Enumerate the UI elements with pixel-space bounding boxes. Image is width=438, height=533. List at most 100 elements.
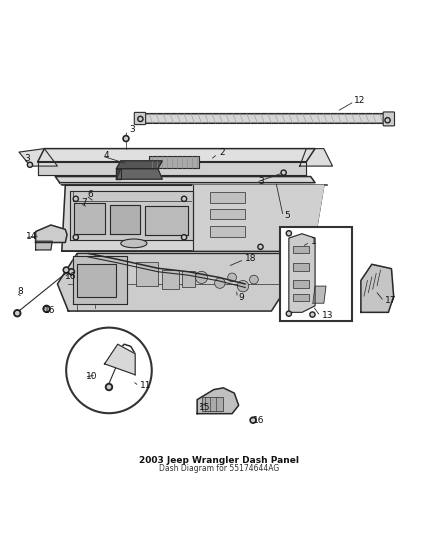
Bar [293,280,308,288]
Text: 17: 17 [385,296,396,305]
Circle shape [195,271,208,284]
Polygon shape [70,191,193,240]
Polygon shape [289,234,315,312]
Polygon shape [110,205,141,234]
Text: Dash Diagram for 55174644AG: Dash Diagram for 55174644AG [159,464,279,473]
Ellipse shape [121,239,147,248]
Circle shape [74,198,77,200]
Bar [149,157,199,168]
Bar [77,264,117,297]
Circle shape [181,196,187,201]
Circle shape [258,244,263,249]
Text: 16: 16 [65,272,77,281]
Polygon shape [35,225,67,243]
Polygon shape [19,149,57,166]
Text: 9: 9 [239,293,244,302]
Bar [210,227,245,237]
Circle shape [70,270,73,273]
Circle shape [283,172,285,174]
Text: 16: 16 [253,416,265,425]
Circle shape [106,384,113,391]
Text: 2003 Jeep Wrangler Dash Panel: 2003 Jeep Wrangler Dash Panel [139,456,299,465]
Polygon shape [145,206,188,235]
Polygon shape [57,253,289,311]
Text: 12: 12 [354,96,366,105]
Circle shape [286,311,291,316]
Circle shape [16,312,19,315]
Circle shape [45,308,48,310]
Polygon shape [117,161,162,169]
Polygon shape [73,256,127,304]
Circle shape [252,419,254,422]
Circle shape [259,246,261,248]
Circle shape [27,162,32,167]
Polygon shape [300,149,332,166]
Bar [293,294,308,302]
Text: 3: 3 [258,177,264,186]
Circle shape [181,235,187,240]
Circle shape [183,198,185,200]
Circle shape [250,275,258,284]
Circle shape [288,232,290,235]
Polygon shape [117,169,162,179]
Text: 6: 6 [87,190,93,199]
Circle shape [183,236,185,238]
Circle shape [68,269,74,275]
Bar [280,227,352,321]
Text: 10: 10 [86,372,97,381]
Circle shape [73,235,78,240]
Circle shape [66,328,152,413]
Circle shape [386,119,389,122]
Circle shape [215,278,225,288]
Circle shape [73,196,78,201]
Bar [202,398,223,410]
Polygon shape [138,114,392,123]
Text: 15: 15 [199,402,211,411]
Circle shape [237,280,249,292]
Text: 8: 8 [17,287,23,296]
Circle shape [107,385,110,389]
Text: 3: 3 [130,125,135,134]
Text: 18: 18 [245,254,257,263]
Circle shape [74,236,77,238]
Polygon shape [117,169,121,179]
Circle shape [43,305,50,312]
Text: 2: 2 [219,149,225,157]
Polygon shape [74,203,106,234]
Circle shape [63,267,69,273]
Bar [293,263,308,271]
Polygon shape [35,241,52,250]
Polygon shape [105,344,135,375]
Polygon shape [38,149,315,161]
Circle shape [123,135,129,142]
Polygon shape [361,264,394,312]
Text: 7: 7 [81,198,87,207]
Text: 5: 5 [285,211,290,220]
Polygon shape [197,388,239,414]
Circle shape [250,417,256,423]
Bar [293,246,308,253]
Circle shape [310,312,315,317]
Text: 1: 1 [311,237,316,246]
Text: 14: 14 [26,232,37,241]
Bar [210,192,245,203]
Polygon shape [38,161,306,175]
Circle shape [228,273,237,282]
Bar [210,209,245,220]
Text: 11: 11 [141,381,152,390]
Bar [136,262,158,286]
Circle shape [65,269,67,271]
Circle shape [286,231,291,236]
Text: 4: 4 [103,151,109,160]
Bar [182,271,195,287]
Text: 3: 3 [25,154,31,163]
Circle shape [125,137,127,140]
Polygon shape [193,185,324,250]
Circle shape [14,310,21,317]
Circle shape [385,118,390,123]
Polygon shape [313,286,326,303]
FancyBboxPatch shape [134,112,146,125]
FancyBboxPatch shape [383,112,395,126]
Circle shape [311,313,314,316]
Circle shape [139,118,141,120]
